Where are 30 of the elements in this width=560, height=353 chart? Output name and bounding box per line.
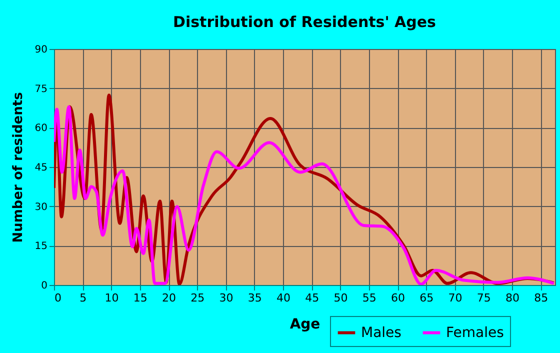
chart-title: Distribution of Residents' Ages — [173, 13, 436, 31]
x-tick-label: 80 — [506, 292, 520, 304]
legend-label: Males — [361, 324, 402, 341]
x-tick-label: 15 — [133, 292, 148, 304]
y-tick-label: 45 — [34, 162, 48, 174]
x-tick-label: 50 — [334, 292, 348, 304]
x-tick-label: 35 — [248, 292, 262, 304]
y-tick-label: 0 — [41, 280, 48, 292]
x-tick-label: 10 — [104, 292, 119, 304]
y-tick-label: 60 — [34, 123, 48, 134]
y-tick-label: 75 — [34, 84, 48, 95]
x-tick-label: 85 — [534, 292, 548, 304]
y-tick-label: 90 — [34, 44, 48, 56]
y-tick-label: 30 — [34, 202, 48, 213]
x-axis-title: Age — [290, 316, 320, 332]
x-tick-label: 40 — [276, 292, 291, 304]
x-tick-label: 55 — [362, 292, 376, 304]
x-tick-label: 70 — [448, 292, 462, 304]
x-tick-label: 5 — [80, 292, 87, 304]
x-tick-label: 60 — [391, 292, 406, 304]
legend-label: Females — [446, 324, 504, 341]
y-tick-label: 15 — [34, 241, 48, 252]
x-tick-label: 30 — [219, 292, 234, 304]
x-tick-label: 75 — [476, 292, 491, 304]
y-axis-title: Number of residents — [10, 92, 26, 243]
x-tick-label: 25 — [190, 292, 205, 304]
x-tick-label: 65 — [420, 292, 434, 304]
x-tick-label: 45 — [305, 292, 320, 304]
x-tick-label: 20 — [162, 292, 176, 304]
x-tick-label: 0 — [54, 292, 62, 304]
